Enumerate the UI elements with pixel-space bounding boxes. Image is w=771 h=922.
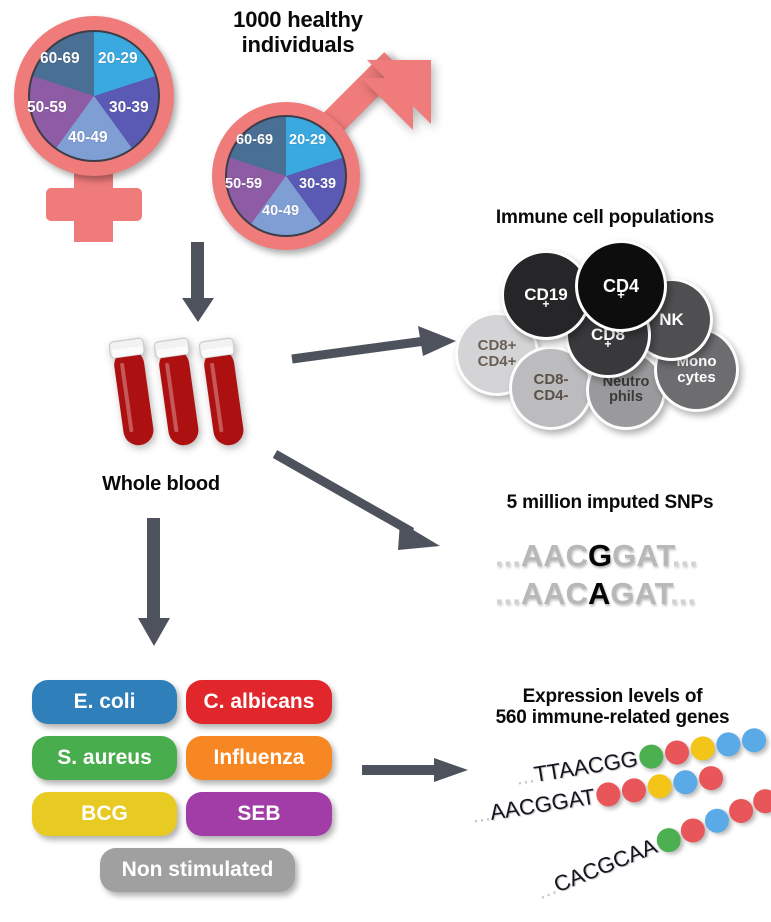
cell-label-line-1: CD8- bbox=[533, 371, 569, 389]
snp-top-tail: GAT bbox=[612, 538, 672, 573]
cell-label-line-2: cytes bbox=[677, 368, 716, 386]
stimulus-s-aureus[interactable]: S. aureus bbox=[32, 736, 177, 780]
cohort-heading-line1: 1000 healthy bbox=[233, 7, 363, 32]
gene-bead bbox=[689, 734, 717, 763]
gene-bead bbox=[714, 730, 743, 759]
stimulus-e-coli[interactable]: E. coli bbox=[32, 680, 177, 724]
snp-bottom-tail: GAT bbox=[610, 576, 671, 611]
snp-bottom-lead: AAC bbox=[520, 576, 589, 611]
stimulus-seb[interactable]: SEB bbox=[186, 792, 332, 836]
cohort-heading-line2: individuals bbox=[241, 31, 355, 57]
snp-top-prefix-dots: ... bbox=[495, 538, 521, 573]
blood-tube-1 bbox=[108, 337, 154, 446]
cohort-heading: 1000 healthy individuals bbox=[183, 7, 413, 57]
gene-bead bbox=[637, 742, 666, 771]
immune-populations-title: Immune cell populations bbox=[495, 207, 715, 228]
male-age-label-40-49: 40-49 bbox=[262, 203, 300, 219]
snp-top-variant: G bbox=[588, 538, 613, 573]
stimulus-non-stimulated[interactable]: Non stimulated bbox=[100, 848, 295, 892]
cell-label-cd4: CD4 bbox=[602, 275, 639, 296]
whole-blood-label: Whole blood bbox=[102, 473, 220, 495]
cell-label-line-1: Neutro bbox=[602, 373, 650, 390]
female-age-label-20-29: 20-29 bbox=[98, 50, 138, 67]
female-age-label-50-59: 50-59 bbox=[27, 99, 67, 116]
gene-strand-3-seq: CACGCAA bbox=[550, 833, 661, 898]
snp-top-suffix-dots: ... bbox=[671, 538, 698, 573]
cell-label-cd19: CD19 bbox=[524, 285, 568, 305]
arrow-stimuli-to-expression bbox=[362, 756, 472, 786]
arrow-blood-to-stimuli bbox=[134, 518, 174, 648]
blood-tubes bbox=[100, 332, 260, 450]
gene-bead bbox=[646, 772, 674, 800]
male-age-label-50-59: 50-59 bbox=[225, 176, 263, 192]
cell-label-line-2: CD4- bbox=[533, 387, 569, 404]
male-age-label-20-29: 20-29 bbox=[289, 132, 327, 148]
blood-tube-2 bbox=[153, 337, 199, 446]
female-age-label-30-39: 30-39 bbox=[109, 99, 149, 116]
arrow-blood-to-snps bbox=[272, 450, 447, 555]
stimulus-c-albicans[interactable]: C. albicans bbox=[186, 680, 332, 724]
male-age-pie bbox=[225, 115, 347, 237]
blood-tube-3 bbox=[198, 337, 244, 446]
snp-bottom-suffix-dots: ... bbox=[670, 576, 696, 611]
expression-title-line1: Expression levels of bbox=[522, 686, 703, 707]
expression-title: Expression levels of 560 immune-related … bbox=[460, 686, 765, 729]
snp-allele-bottom: ...AACAGAT... bbox=[495, 576, 696, 612]
arrow-blood-to-immune bbox=[290, 325, 460, 375]
immune-cell-cluster: CD8+ CD4+ CD8- CD4- Neutro phils Mono cy… bbox=[455, 240, 755, 430]
male-age-label-60-69: 60-69 bbox=[236, 132, 274, 148]
cell-label-line-1: CD8+ bbox=[477, 337, 517, 355]
gene-bead bbox=[594, 780, 623, 809]
arrow-cohort-to-blood bbox=[178, 242, 218, 324]
female-age-label-40-49: 40-49 bbox=[68, 129, 108, 146]
cell-label-line-2: phils bbox=[609, 389, 643, 405]
male-symbol: 20-29 30-39 40-49 50-59 60-69 bbox=[205, 52, 431, 250]
female-symbol-crossbar bbox=[46, 188, 142, 221]
stimulus-bcg[interactable]: BCG bbox=[32, 792, 177, 836]
gene-bead bbox=[740, 726, 768, 755]
snp-top-lead: AAC bbox=[520, 538, 589, 573]
gene-bead bbox=[671, 768, 700, 796]
snp-bottom-variant: A bbox=[588, 576, 611, 611]
immune-cell-cd8neg-cd4neg: CD8- CD4- bbox=[509, 346, 593, 430]
gene-bead bbox=[697, 764, 726, 792]
gene-bead bbox=[663, 738, 691, 767]
female-age-pie bbox=[28, 30, 160, 162]
immune-cell-cd4pos: CD4 + bbox=[575, 240, 667, 332]
female-symbol: 20-29 30-39 40-49 50-59 60-69 bbox=[8, 12, 183, 242]
cell-label-line-2: CD4+ bbox=[477, 353, 517, 370]
stimulus-influenza[interactable]: Influenza bbox=[186, 736, 332, 780]
cell-label-nk: NK bbox=[659, 309, 684, 329]
snp-bottom-prefix-dots: ... bbox=[495, 576, 521, 611]
snp-allele-top: ...AACGGAT... bbox=[495, 538, 698, 574]
male-age-label-30-39: 30-39 bbox=[299, 176, 337, 192]
snps-title: 5 million imputed SNPs bbox=[506, 492, 714, 513]
female-age-label-60-69: 60-69 bbox=[40, 50, 80, 67]
gene-bead bbox=[620, 776, 649, 805]
gene-strand-2-seq: AACGGAT bbox=[488, 783, 597, 825]
expression-title-line2: 560 immune-related genes bbox=[495, 707, 730, 729]
